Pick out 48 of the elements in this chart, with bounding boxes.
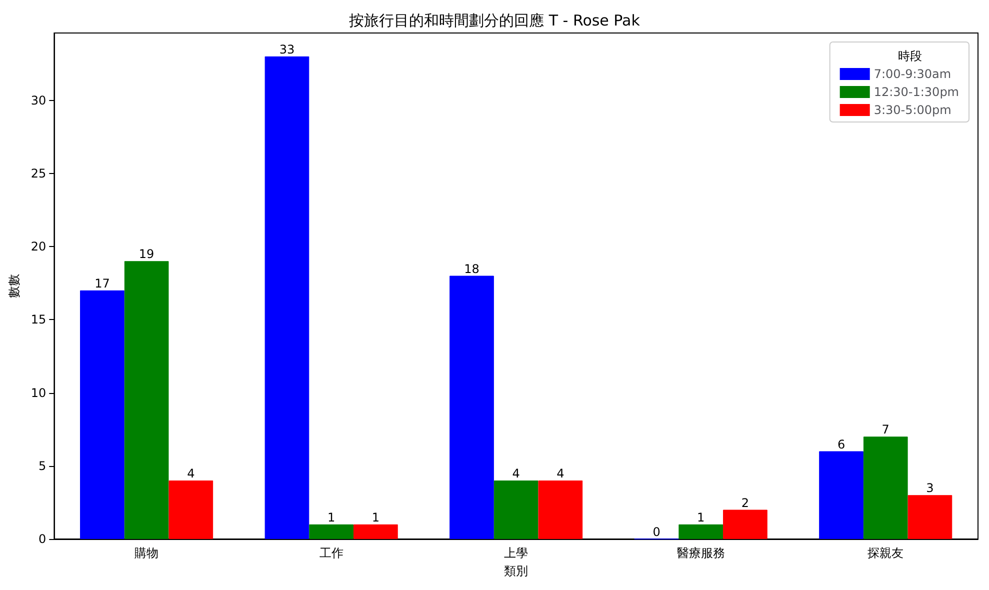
data-label: 4 [187, 466, 195, 481]
data-label: 1 [372, 510, 380, 524]
x-tick-label: 醫療服務 [676, 546, 725, 560]
y-tick-label: 5 [38, 458, 46, 473]
bar [353, 524, 398, 539]
data-label: 19 [138, 247, 154, 262]
bar [124, 261, 169, 539]
bar [494, 480, 538, 539]
data-label: 4 [512, 466, 520, 481]
y-tick-label: 15 [30, 312, 46, 327]
data-label: 1 [328, 510, 336, 524]
data-label: 7 [882, 422, 890, 437]
data-label: 3 [926, 481, 934, 496]
bar [678, 524, 724, 539]
y-axis-title: 數數 [7, 274, 21, 298]
y-tick-label: 0 [38, 532, 46, 546]
data-label: 6 [837, 437, 846, 452]
bar [309, 524, 354, 539]
bar [168, 480, 214, 539]
data-label: 2 [741, 496, 750, 510]
data-label: 17 [94, 276, 110, 290]
bar [863, 436, 908, 539]
bar [450, 276, 494, 539]
bar [723, 510, 768, 539]
legend-label: 7:00-9:30am [874, 67, 952, 81]
x-tick-label: 工作 [319, 546, 344, 560]
bar [908, 495, 952, 539]
x-tick-label: 購物 [134, 546, 159, 560]
x-axis-title: 類別 [504, 564, 528, 578]
legend-label: 3:30-5:00pm [874, 103, 952, 117]
data-label: 18 [464, 262, 480, 276]
data-label: 33 [279, 42, 295, 56]
bar [264, 56, 310, 539]
bar [819, 451, 864, 539]
data-label: 0 [652, 524, 660, 539]
data-label: 4 [556, 466, 564, 481]
y-tick-label: 10 [30, 386, 46, 400]
y-tick-label: 30 [30, 93, 46, 108]
legend-title: 時段 [898, 49, 922, 63]
chart-title: 按旅行目的和時間劃分的回應 T - Rose Pak [349, 12, 640, 30]
legend-label: 12:30-1:30pm [874, 85, 960, 99]
y-tick-label: 25 [30, 166, 46, 180]
data-label: 1 [697, 510, 705, 524]
y-tick-label: 20 [30, 240, 46, 254]
x-tick-label: 上學 [504, 546, 528, 560]
x-tick-label: 探親友 [868, 546, 904, 560]
bar [538, 480, 583, 539]
bar [80, 290, 124, 539]
